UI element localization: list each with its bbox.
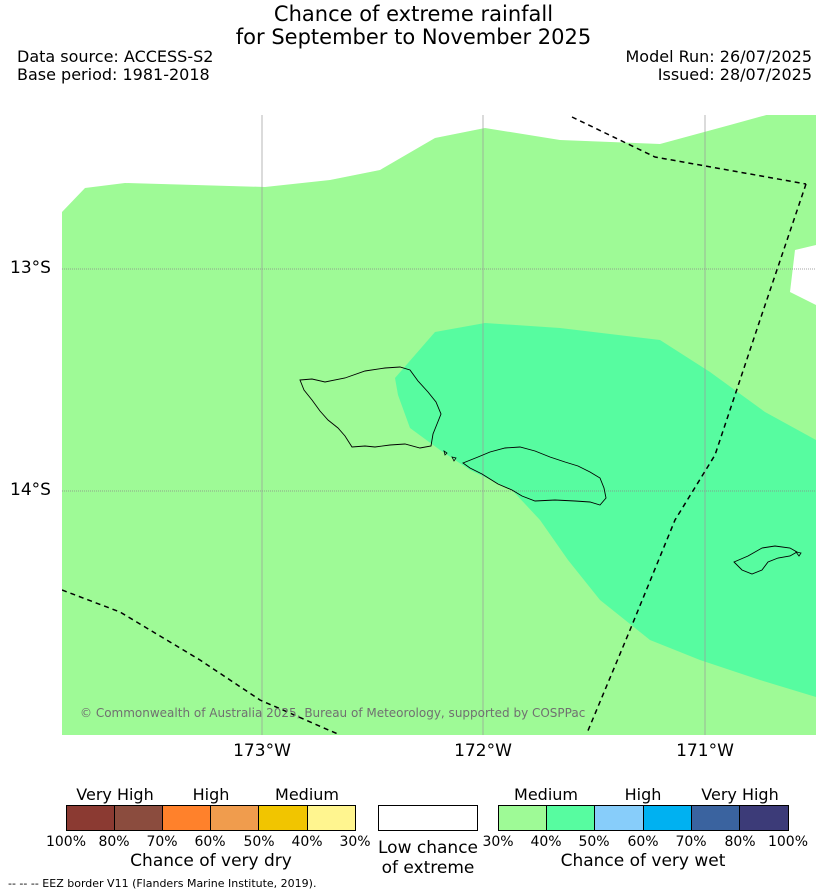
eez-border-north: [571, 116, 807, 185]
lat-label-14s: 14°S: [10, 480, 51, 500]
wet-category-medium: Medium: [514, 785, 578, 804]
eez-border-southwest: [62, 589, 341, 735]
small-islet-1: [443, 450, 448, 456]
dry-swatch-50-40: [258, 805, 308, 831]
title-line-2: for September to November 2025: [235, 25, 592, 49]
aunuu-islet: [795, 551, 802, 557]
dry-tick: 60%: [194, 834, 226, 850]
wet-swatch-80-100: [739, 805, 789, 831]
wet-swatch-40-50: [546, 805, 595, 831]
data-source: Data source: ACCESS-S2: [17, 47, 214, 66]
title-line-1: Chance of extreme rainfall: [273, 2, 554, 26]
run-info: Model Run: 26/07/2025 Issued: 28/07/2025: [626, 48, 813, 84]
wet-tick: 70%: [675, 834, 707, 850]
wet-tick: 60%: [627, 834, 659, 850]
wet-swatch-70-80: [691, 805, 740, 831]
source-info: Data source: ACCESS-S2 Base period: 1981…: [17, 48, 213, 84]
wet-swatch-60-70: [643, 805, 692, 831]
lon-label-173w: 173°W: [233, 741, 291, 761]
upolu-island: [462, 446, 607, 506]
dry-tick: 50%: [243, 834, 275, 850]
dry-category-medium: Medium: [275, 785, 339, 804]
lat-label-13s: 13°S: [10, 258, 51, 278]
wet-category-high: High: [624, 785, 662, 804]
eez-footnote: -- -- -- EEZ border V11 (Flanders Marine…: [8, 877, 317, 890]
low-chance-caption-line-2: of extreme: [381, 858, 475, 878]
tutuila-island: [733, 545, 798, 575]
dry-tick: 30%: [339, 834, 371, 850]
dry-category-very-high: Very High: [76, 785, 154, 804]
base-period: Base period: 1981-2018: [17, 65, 210, 84]
dry-tick: 70%: [146, 834, 178, 850]
model-run: Model Run: 26/07/2025: [625, 47, 813, 66]
low-chance-caption-line-1: Low chance: [378, 838, 478, 858]
wet-tick: 40%: [530, 834, 562, 850]
issued-date: Issued: 28/07/2025: [657, 65, 812, 84]
dry-swatch-60-50: [210, 805, 259, 831]
wet-caption: Chance of very wet: [560, 851, 726, 871]
wet-colorbar: [498, 805, 789, 831]
wet-tick: 80%: [724, 834, 756, 850]
wet-swatch-30-40: [498, 805, 547, 831]
dry-swatch-40-30: [307, 805, 356, 831]
region-medium-wet-40-50: [395, 323, 816, 697]
lon-label-172w: 172°W: [454, 741, 512, 761]
low-chance-swatch: [378, 805, 478, 831]
dry-tick: 80%: [98, 834, 130, 850]
wet-swatch-50-60: [594, 805, 644, 831]
wet-tick: 100%: [767, 834, 809, 850]
map-title: Chance of extreme rainfall for September…: [0, 3, 827, 49]
wet-tick: 50%: [578, 834, 610, 850]
wet-tick: 30%: [482, 834, 514, 850]
savaii-island: [299, 366, 442, 449]
copyright-notice: © Commonwealth of Australia 2025, Bureau…: [80, 706, 586, 720]
dry-caption: Chance of very dry: [130, 851, 292, 871]
dry-swatch-70-60: [162, 805, 211, 831]
wet-category-very-high: Very High: [701, 785, 779, 804]
low-chance-caption: Low chance of extreme: [378, 838, 478, 878]
eez-border-east: [586, 183, 807, 734]
lon-label-171w: 171°W: [676, 741, 734, 761]
dry-tick: 40%: [291, 834, 323, 850]
dry-tick: 100%: [45, 834, 87, 850]
dry-colorbar: [66, 805, 356, 831]
dry-swatch-100-80: [66, 805, 115, 831]
dry-category-high: High: [192, 785, 230, 804]
dry-swatch-80-70: [114, 805, 163, 831]
small-islet-2: [451, 456, 457, 462]
